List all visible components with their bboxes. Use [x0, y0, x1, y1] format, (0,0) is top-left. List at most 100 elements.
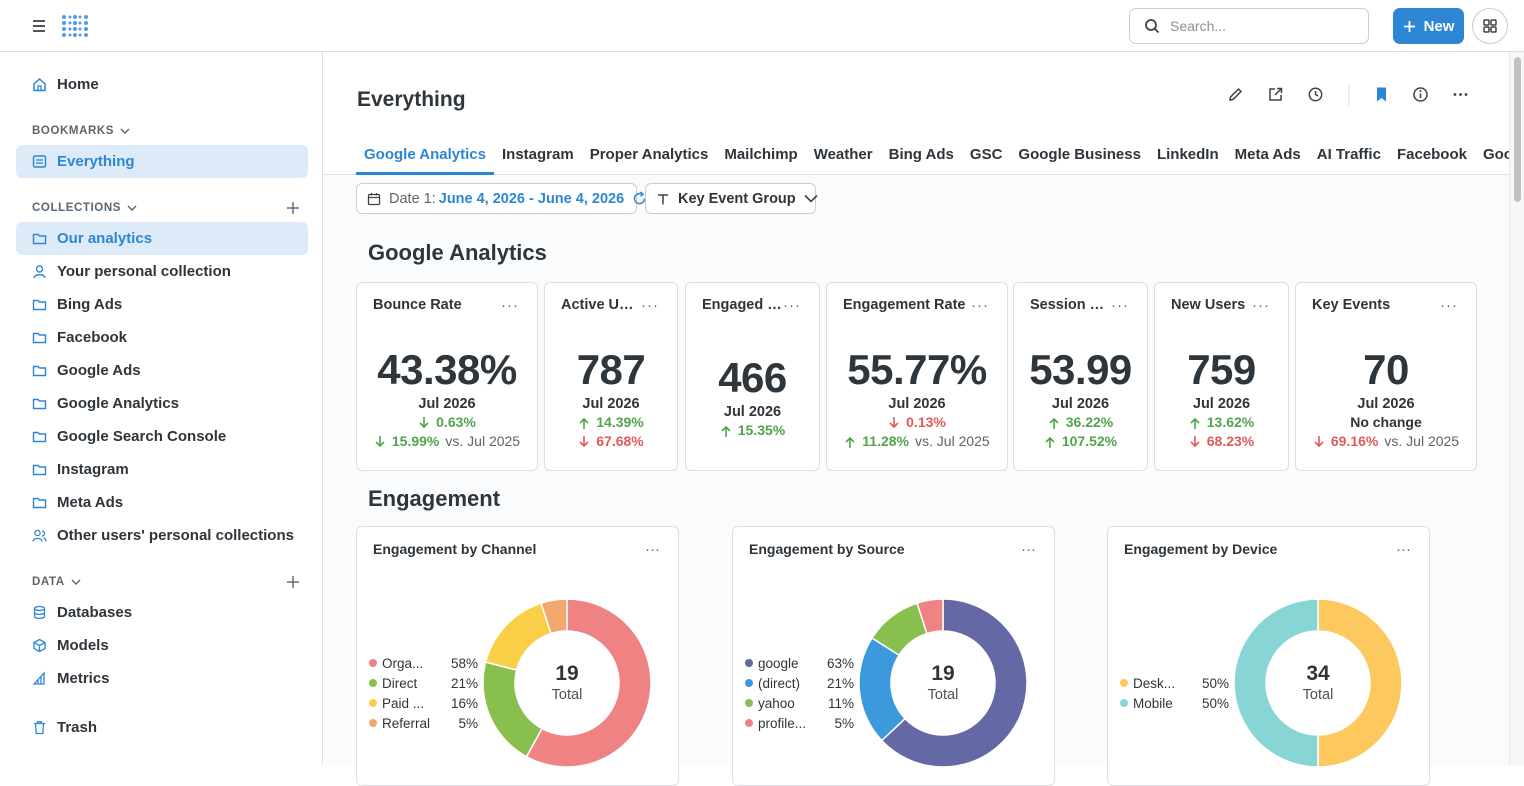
legend-item[interactable]: (direct) 21% — [745, 673, 854, 693]
more-icon[interactable]: ··· — [645, 541, 660, 558]
sidebar-item-facebook[interactable]: Facebook — [16, 321, 308, 354]
sidebar-item-google-analytics[interactable]: Google Analytics — [16, 387, 308, 420]
new-button[interactable]: New — [1393, 8, 1464, 44]
sidebar-item-home[interactable]: Home — [16, 68, 308, 101]
legend-item[interactable]: yahoo 11% — [745, 693, 854, 713]
more-icon[interactable]: ··· — [1111, 297, 1129, 314]
tab-linkedin[interactable]: LinkedIn — [1156, 146, 1219, 163]
date-filter[interactable]: Date 1: June 4, 2026 - June 4, 2026 — [356, 183, 646, 214]
more-icon[interactable]: ··· — [1440, 297, 1458, 314]
sidebar-item-our-analytics[interactable]: Our analytics — [16, 222, 308, 255]
sidebar-item-google-search-console[interactable]: Google Search Console — [16, 420, 308, 453]
pie-slice[interactable] — [484, 602, 552, 671]
tab-google-business[interactable]: Google Business — [1018, 146, 1141, 163]
data-heading[interactable]: DATA — [32, 576, 81, 588]
menu-icon[interactable] — [30, 18, 48, 34]
add-collection-icon[interactable] — [286, 201, 300, 215]
edit-icon[interactable] — [1227, 86, 1244, 103]
more-icon[interactable]: ··· — [501, 297, 519, 314]
sidebar-item-instagram[interactable]: Instagram — [16, 453, 308, 486]
metric-card[interactable]: Engaged Se... ··· 466 Jul 2026 15.35% — [685, 282, 820, 471]
tab-gsc[interactable]: GSC — [969, 146, 1003, 163]
sidebar-item-models[interactable]: Models — [16, 629, 308, 662]
legend-item[interactable]: Desk... 50% — [1120, 673, 1229, 693]
logo-icon[interactable] — [60, 12, 90, 40]
metric-comparison: vs. Jul 2025 — [1384, 433, 1460, 449]
legend-item[interactable]: Referral 5% — [369, 713, 478, 733]
metric-card[interactable]: Bounce Rate ··· 43.38% Jul 2026 0.63% 15.9… — [356, 282, 538, 471]
info-icon[interactable] — [1412, 86, 1429, 103]
history-icon[interactable] — [1307, 86, 1324, 103]
legend-item[interactable]: Mobile 50% — [1120, 693, 1229, 713]
metric-comparison: vs. Jul 2025 — [915, 433, 990, 449]
metric-change-pct: 15.99% — [391, 433, 440, 449]
donut-center: 34 Total — [1234, 663, 1402, 705]
metric-card[interactable]: Engagement Rate ··· 55.77% Jul 2026 0.13%… — [826, 282, 1008, 471]
pie-chart-card[interactable]: Engagement by Device ··· Desk... 50% Mobil… — [1107, 526, 1430, 786]
tab-weather[interactable]: Weather — [813, 146, 873, 163]
more-icon[interactable]: ··· — [1252, 297, 1270, 314]
tab-meta-ads[interactable]: Meta Ads — [1234, 146, 1301, 163]
legend-value: 11% — [827, 695, 854, 711]
donut-total-label: Total — [927, 687, 959, 703]
legend-item[interactable]: Direct 21% — [369, 673, 478, 693]
legend-value: 58% — [450, 655, 478, 671]
tab-instagram[interactable]: Instagram — [501, 146, 574, 163]
folder-icon — [32, 231, 47, 246]
more-icon[interactable]: ··· — [783, 297, 801, 314]
arrow-up-icon — [1044, 435, 1056, 449]
plus-icon — [1403, 20, 1416, 33]
bookmarks-heading[interactable]: BOOKMARKS — [32, 125, 130, 137]
legend-item[interactable]: profile... 5% — [745, 713, 854, 733]
more-icon[interactable]: ··· — [1396, 541, 1411, 558]
collections-heading-label: COLLECTIONS — [32, 202, 122, 214]
sidebar-item-meta-ads[interactable]: Meta Ads — [16, 486, 308, 519]
scrollbar-thumb[interactable] — [1514, 57, 1521, 202]
sidebar-item-other-users-collections[interactable]: Other users' personal collections — [16, 519, 308, 552]
tab-mailchimp[interactable]: Mailchimp — [724, 146, 798, 163]
pie-slice[interactable] — [880, 599, 1027, 767]
tab-bing-ads[interactable]: Bing Ads — [888, 146, 954, 163]
pie-slice[interactable] — [916, 599, 944, 635]
sidebar-item-everything[interactable]: Everything — [16, 145, 308, 178]
pie-slice[interactable] — [525, 599, 651, 767]
sidebar-item-metrics[interactable]: Metrics — [16, 662, 308, 695]
more-icon[interactable] — [1452, 86, 1469, 103]
scrollbar[interactable] — [1509, 52, 1524, 765]
more-icon[interactable]: ··· — [971, 297, 989, 314]
metric-card[interactable]: Key Events ··· 70 Jul 2026 No change 69.16… — [1295, 282, 1477, 471]
sidebar-item-personal-collection[interactable]: Your personal collection — [16, 255, 308, 288]
collections-heading[interactable]: COLLECTIONS — [32, 202, 137, 214]
sidebar-item-databases[interactable]: Databases — [16, 596, 308, 629]
metric-value: 53.99 — [1029, 346, 1132, 393]
bookmark-icon[interactable] — [1373, 86, 1390, 103]
key-event-group-filter[interactable]: Key Event Group — [645, 183, 818, 214]
apps-grid-button[interactable] — [1472, 8, 1508, 44]
legend-item[interactable]: google 63% — [745, 653, 854, 673]
tab-proper-analytics[interactable]: Proper Analytics — [589, 146, 709, 163]
reset-icon[interactable] — [632, 191, 647, 206]
legend-item[interactable]: Orga... 58% — [369, 653, 478, 673]
tab-google-analytics[interactable]: Google Analytics — [356, 147, 494, 175]
metric-card[interactable]: Active Users ··· 787 Jul 2026 14.39% 67.68… — [544, 282, 678, 471]
sidebar-item-google-ads[interactable]: Google Ads — [16, 354, 308, 387]
pie-slice[interactable] — [1234, 599, 1319, 767]
legend-label: google — [758, 655, 799, 671]
legend-item[interactable]: Paid ... 16% — [369, 693, 478, 713]
tab-facebook[interactable]: Facebook — [1396, 146, 1467, 163]
pie-chart-card[interactable]: Engagement by Source ··· google 63% (direc… — [732, 526, 1055, 786]
more-icon[interactable]: ··· — [641, 297, 659, 314]
donut-total-label: Total — [1302, 687, 1334, 703]
sidebar-item-bing-ads[interactable]: Bing Ads — [16, 288, 308, 321]
more-icon[interactable]: ··· — [1021, 541, 1036, 558]
pie-chart-card[interactable]: Engagement by Channel ··· Orga... 58% Dire… — [356, 526, 679, 786]
add-data-icon[interactable] — [286, 575, 300, 589]
share-icon[interactable] — [1267, 86, 1284, 103]
sidebar-item-trash[interactable]: Trash — [16, 711, 308, 744]
search-input[interactable]: Search... — [1129, 8, 1369, 44]
metric-card[interactable]: Session Du... ··· 53.99 Jul 2026 36.22% 10… — [1013, 282, 1148, 471]
pie-slice[interactable] — [540, 599, 568, 635]
sidebar-item-label: Your personal collection — [57, 263, 231, 280]
metric-card[interactable]: New Users ··· 759 Jul 2026 13.62% 68.23% — [1154, 282, 1289, 471]
tab-ai-traffic[interactable]: AI Traffic — [1316, 146, 1381, 163]
